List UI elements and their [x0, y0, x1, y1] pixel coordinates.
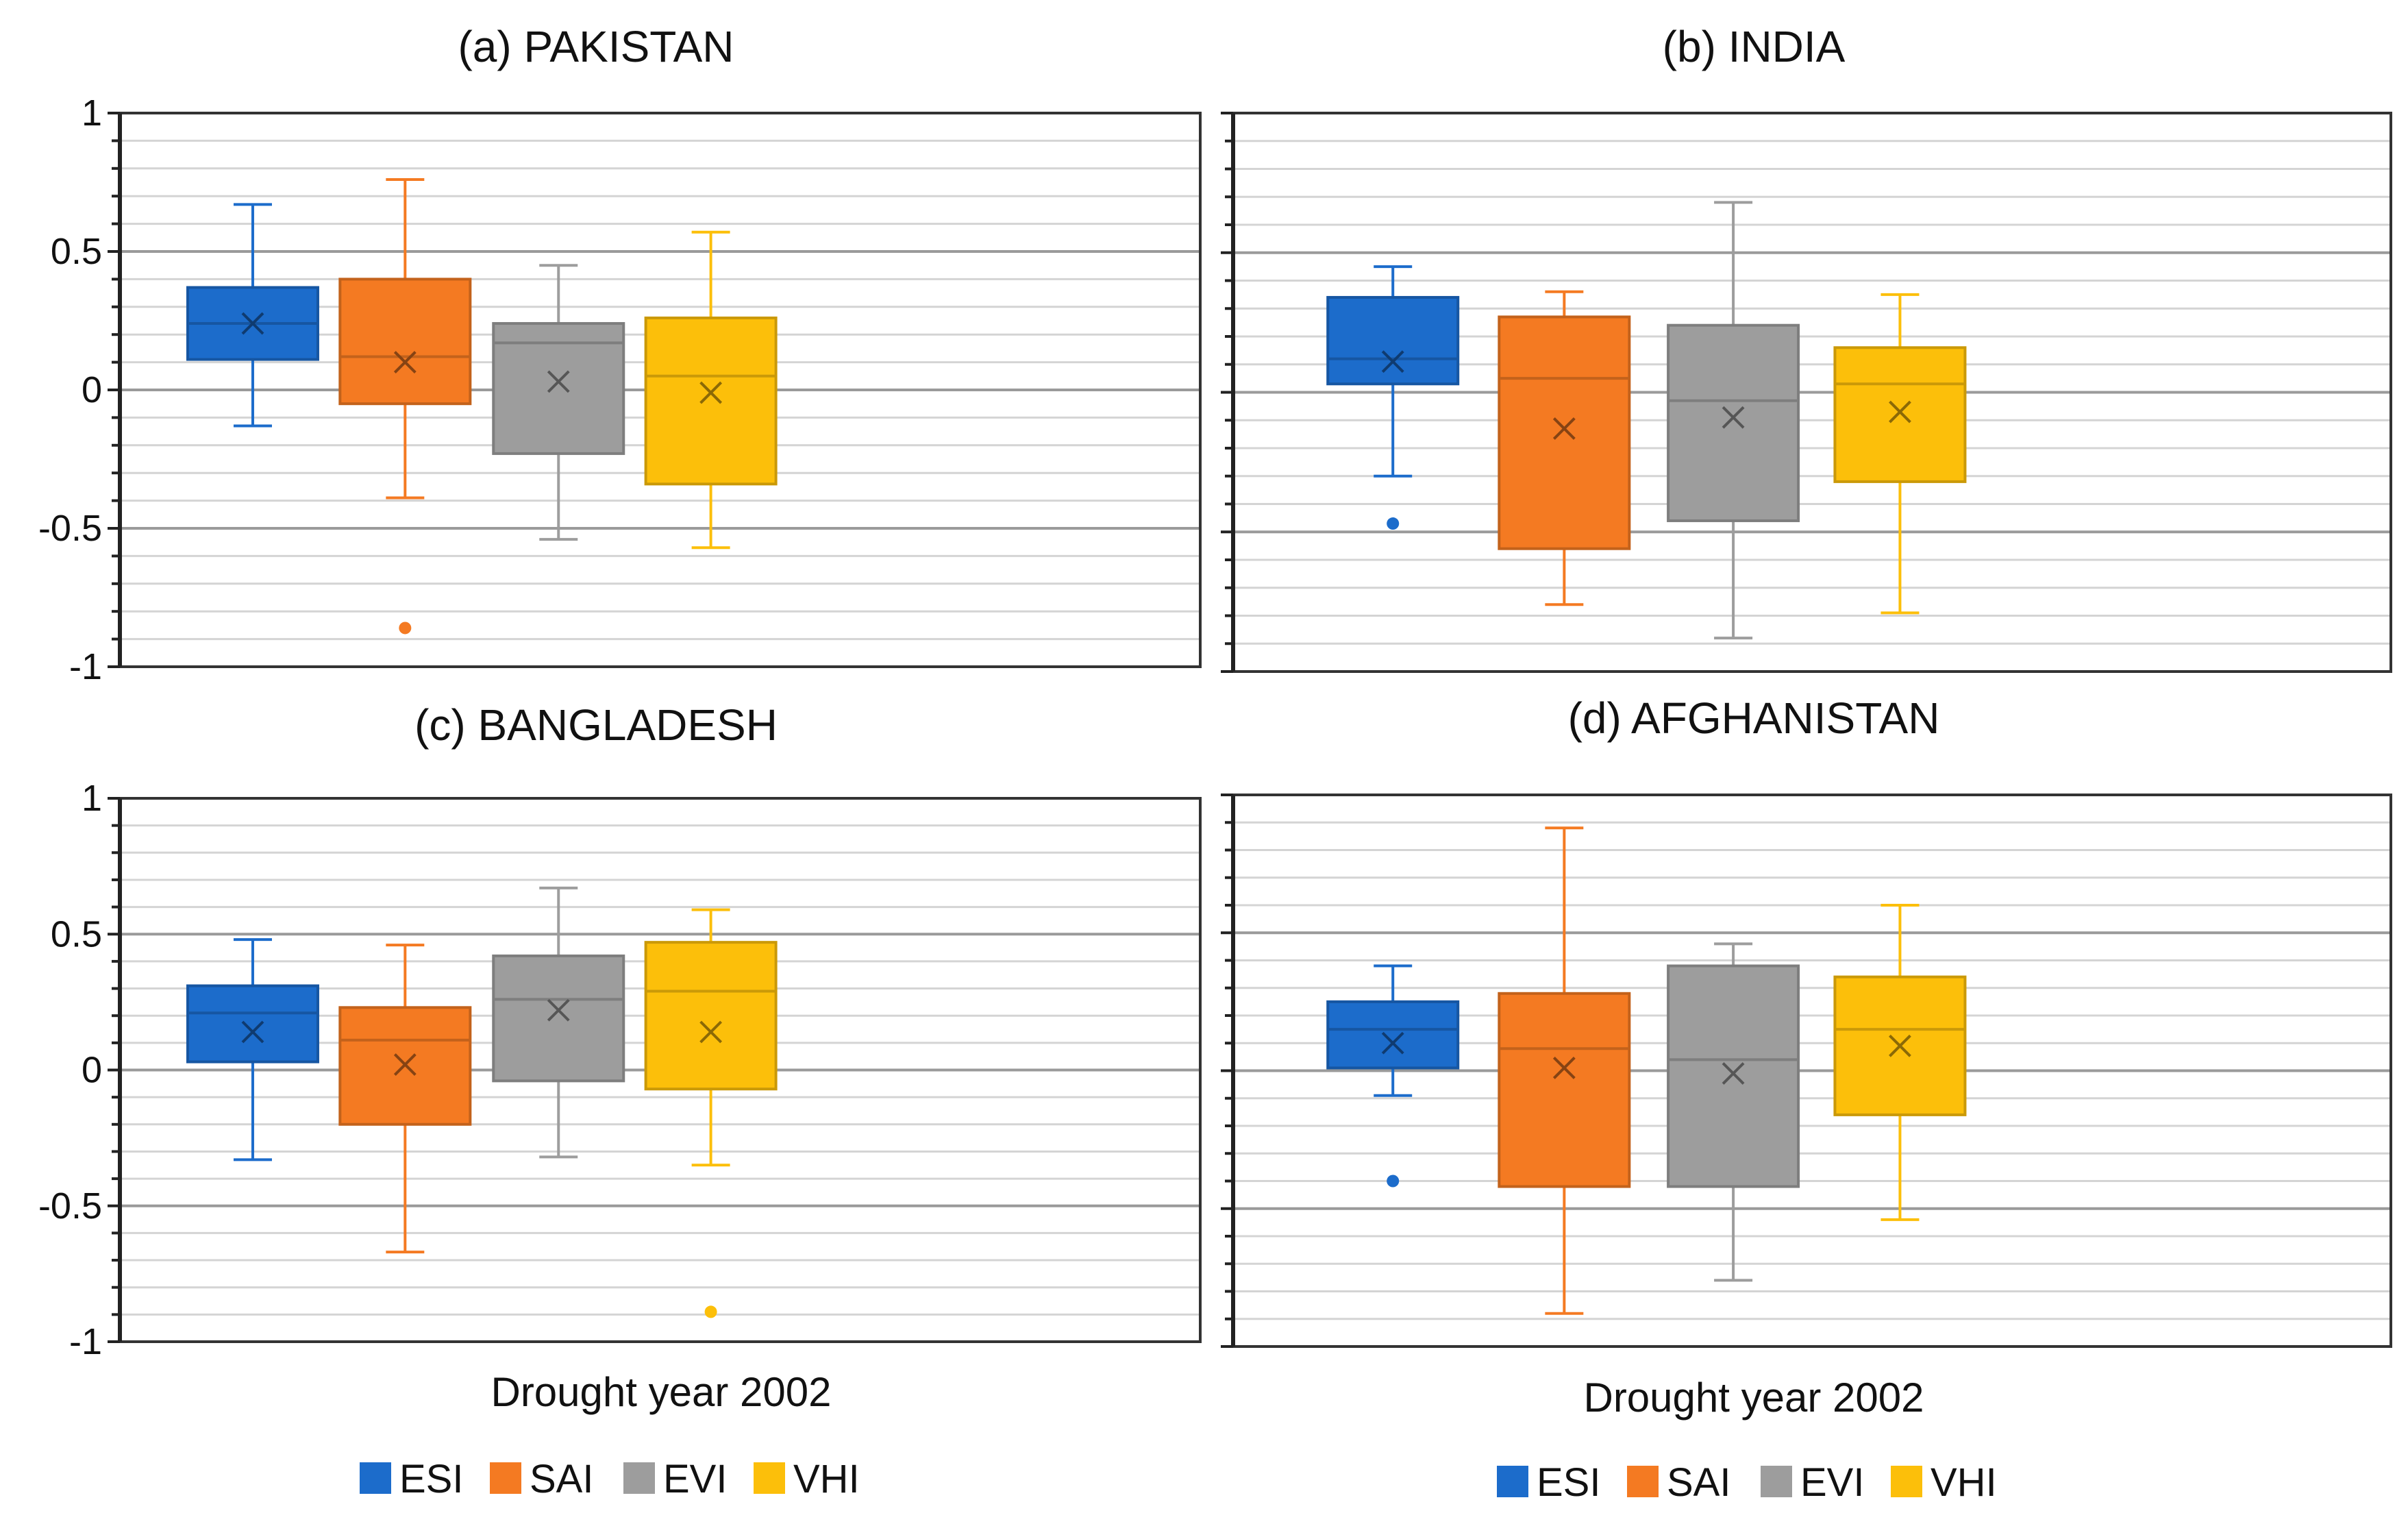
y-tick-label: 0: [82, 369, 102, 410]
y-tick-label: 0: [82, 1050, 102, 1091]
box-esi: [1326, 964, 1460, 1188]
box-vhi: [644, 230, 778, 550]
x-axis-label: Drought year 2002: [1584, 1375, 1924, 1421]
legend-swatch: [754, 1462, 785, 1494]
mean-marker: [393, 1053, 417, 1076]
outlier-point: [399, 622, 412, 635]
iqr-box: [644, 941, 778, 1091]
legend-item-evi: EVI: [623, 1457, 728, 1501]
box-vhi: [644, 908, 778, 1318]
legend-label: SAI: [1667, 1460, 1731, 1505]
legend-swatch: [623, 1462, 655, 1494]
legend-label: SAI: [530, 1457, 594, 1501]
box-evi: [492, 264, 625, 541]
panel-title: (d) AFGHANISTAN: [1568, 693, 1940, 743]
iqr-box: [1498, 315, 1631, 550]
iqr-box: [1667, 323, 1800, 522]
iqr-box: [1326, 295, 1460, 386]
iqr-box: [338, 278, 472, 406]
iqr-box: [1326, 1000, 1460, 1070]
outlier-point: [1387, 1175, 1400, 1188]
legend-label: VHI: [793, 1457, 860, 1501]
mean-marker: [393, 351, 417, 374]
legend: ESI SAI EVI VHI: [1497, 1460, 1997, 1505]
legend: ESI SAI EVI VHI: [360, 1457, 860, 1501]
mean-marker: [1889, 1034, 1911, 1057]
box-sai: [338, 944, 472, 1254]
panel-title: (c) BANGLADESH: [414, 700, 778, 750]
box-evi: [492, 886, 625, 1159]
legend-label: EVI: [663, 1457, 728, 1501]
legend-swatch: [1497, 1466, 1528, 1497]
mean-marker: [1722, 406, 1745, 429]
legend-label: EVI: [1800, 1460, 1865, 1505]
y-tick-label: 0.5: [51, 231, 102, 272]
box-esi: [1326, 265, 1460, 530]
legend-item-esi: ESI: [360, 1457, 464, 1501]
box-vhi: [1833, 904, 1967, 1221]
y-tick-label: -1: [69, 646, 102, 687]
legend-item-sai: SAI: [1627, 1460, 1731, 1505]
panel-3: (c) BANGLADESH 1 0.5 0 -0.5 -1 Drought year 20…: [38, 700, 1202, 1501]
iqr-box: [492, 322, 625, 455]
box-vhi: [1833, 293, 1967, 615]
mean-marker: [547, 998, 570, 1022]
y-tick-label: -1: [69, 1321, 102, 1362]
outlier-point: [704, 1305, 717, 1318]
panel-1: (a) PAKISTAN 1 0.5 0 -0.5 -1: [38, 22, 1202, 687]
legend-label: VHI: [1931, 1460, 1997, 1505]
mean-marker: [1889, 400, 1911, 423]
box-sai: [1498, 290, 1631, 606]
x-axis-label: Drought year 2002: [491, 1369, 832, 1415]
legend-item-esi: ESI: [1497, 1460, 1601, 1505]
box-sai: [1498, 826, 1631, 1315]
legend-item-evi: EVI: [1761, 1460, 1865, 1505]
y-tick-label: 0.5: [51, 913, 102, 955]
box-evi: [1667, 942, 1800, 1282]
box-esi: [186, 203, 319, 428]
legend-swatch: [360, 1462, 391, 1494]
mean-marker: [699, 1020, 723, 1044]
legend-swatch: [1627, 1466, 1659, 1497]
y-tick-label: 1: [82, 93, 102, 134]
mean-marker: [1552, 1057, 1576, 1079]
legend-item-sai: SAI: [490, 1457, 594, 1501]
mean-marker: [241, 1020, 264, 1044]
mean-marker: [1381, 350, 1404, 373]
iqr-box: [1667, 964, 1800, 1188]
y-tick-label: 1: [82, 778, 102, 819]
panel-2: (b) INDIA: [1221, 22, 2392, 673]
legend-swatch: [490, 1462, 521, 1494]
iqr-box: [1833, 346, 1967, 483]
legend-item-vhi: VHI: [754, 1457, 860, 1501]
y-tick-label: -0.5: [38, 508, 102, 549]
legend-item-vhi: VHI: [1891, 1460, 1997, 1505]
mean-marker: [699, 381, 723, 404]
mean-marker: [547, 370, 570, 393]
legend-label: ESI: [399, 1457, 464, 1501]
iqr-box: [186, 984, 319, 1063]
mean-marker: [1552, 417, 1576, 440]
legend-swatch: [1761, 1466, 1792, 1497]
iqr-box: [1498, 992, 1631, 1188]
y-tick-label: -0.5: [38, 1185, 102, 1227]
iqr-box: [492, 954, 625, 1083]
box-esi: [186, 938, 319, 1161]
iqr-box: [644, 316, 778, 486]
box-evi: [1667, 201, 1800, 640]
panel-4: (d) AFGHANISTAN Drought year 2002 ESI SAI EV…: [1221, 693, 2392, 1505]
legend-swatch: [1891, 1466, 1922, 1497]
box-sai: [338, 177, 472, 635]
panel-title: (b) INDIA: [1663, 22, 1846, 71]
panel-title: (a) PAKISTAN: [458, 22, 734, 71]
mean-marker: [1381, 1031, 1404, 1055]
legend-label: ESI: [1537, 1460, 1601, 1505]
mean-marker: [1722, 1062, 1745, 1085]
outlier-point: [1387, 517, 1400, 530]
mean-marker: [241, 312, 264, 335]
